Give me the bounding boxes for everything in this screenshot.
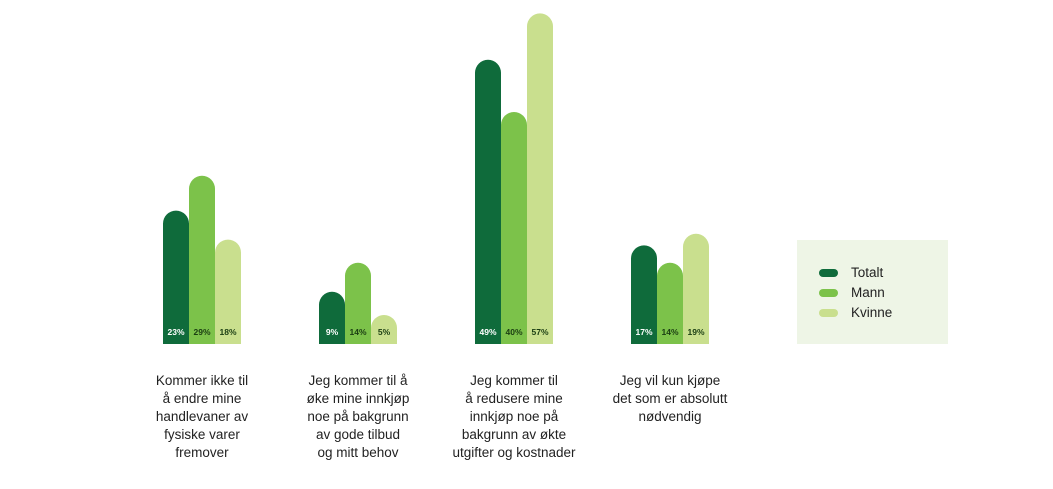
legend: Totalt Mann Kvinne — [797, 240, 948, 344]
data-label-kvinne-4: 19% — [687, 327, 704, 337]
category-label-line: Jeg vil kun kjøpe — [619, 373, 721, 388]
legend-label-kvinne: Kvinne — [851, 305, 893, 320]
bar-totalt-4 — [631, 245, 657, 344]
category-label-line: handlevaner av — [155, 409, 249, 424]
category-label-line: Jeg kommer til å — [308, 373, 408, 388]
category-label-line: å redusere mine — [465, 391, 563, 406]
category-label-3: Jeg kommer til å redusere mine innkjøp n… — [434, 372, 594, 462]
category-label-line: nødvendig — [638, 409, 702, 424]
bar-totalt-3 — [475, 59, 501, 345]
data-label-kvinne-1: 18% — [219, 327, 236, 337]
category-label-line: øke mine innkjøp — [306, 391, 410, 406]
data-label-totalt-4: 17% — [635, 327, 652, 337]
category-label-line: fysiske varer — [164, 427, 240, 442]
bar-mann-1 — [189, 175, 215, 344]
legend-item-totalt: Totalt — [819, 265, 883, 280]
bar-mann-2 — [345, 262, 371, 344]
category-label-line: det som er absolutt — [612, 391, 728, 406]
legend-item-mann: Mann — [819, 285, 885, 300]
legend-label-totalt: Totalt — [851, 265, 884, 280]
bar-kvinne-2 — [371, 315, 397, 344]
category-label-line: Kommer ikke til — [155, 373, 249, 388]
data-label-totalt-1: 23% — [167, 327, 184, 337]
bar-mann-4 — [657, 262, 683, 344]
category-label-4: Jeg vil kun kjøpe det som er absolutt nø… — [590, 372, 750, 426]
category-label-line: fremover — [175, 445, 229, 460]
bar-kvinne-3 — [527, 13, 553, 345]
legend-item-kvinne: Kvinne — [819, 305, 892, 320]
category-label-line: utgifter og kostnader — [452, 445, 576, 460]
bar-kvinne-1 — [215, 239, 241, 344]
data-label-kvinne-3: 57% — [531, 327, 548, 337]
data-label-mann-1: 29% — [193, 327, 210, 337]
data-label-totalt-2: 9% — [326, 327, 339, 337]
category-label-line: bakgrunn av økte — [461, 427, 567, 442]
category-label-line: å endre mine — [162, 391, 242, 406]
legend-swatch-mann — [819, 288, 838, 297]
bar-totalt-2 — [319, 291, 345, 344]
data-label-kvinne-2: 5% — [378, 327, 391, 337]
category-label-line: og mitt behov — [317, 445, 399, 460]
data-label-totalt-3: 49% — [479, 327, 496, 337]
data-label-mann-2: 14% — [349, 327, 366, 337]
bar-totalt-1 — [163, 210, 189, 344]
legend-swatch-totalt — [819, 268, 838, 277]
bar-kvinne-4 — [683, 233, 709, 344]
data-label-mann-3: 40% — [505, 327, 522, 337]
bar-mann-3 — [501, 112, 527, 344]
category-label-line: Jeg kommer til — [470, 373, 558, 388]
category-label-line: innkjøp noe på — [469, 409, 559, 424]
category-label-1: Kommer ikke til å endre mine handlevaner… — [122, 372, 282, 462]
category-label-line: av gode tilbud — [315, 427, 401, 442]
category-label-2: Jeg kommer til å øke mine innkjøp noe på… — [278, 372, 438, 462]
legend-swatch-kvinne — [819, 308, 838, 317]
data-label-mann-4: 14% — [661, 327, 678, 337]
category-label-line: noe på bakgrunn — [307, 409, 409, 424]
legend-label-mann: Mann — [851, 285, 885, 300]
